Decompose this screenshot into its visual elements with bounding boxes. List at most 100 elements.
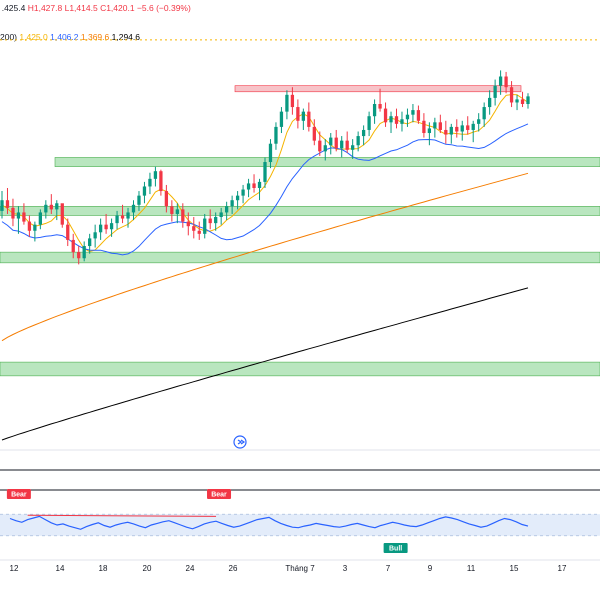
candle-body <box>449 126 453 135</box>
candle-body <box>214 217 218 224</box>
candle-body <box>334 137 338 149</box>
candle-body <box>148 178 152 187</box>
candle-body <box>60 203 64 225</box>
candle-body <box>164 191 169 207</box>
signal-badge-bg <box>6 489 31 499</box>
candle-body <box>372 104 377 117</box>
candle-body <box>22 212 26 222</box>
candle-body <box>192 226 196 231</box>
candle-body <box>257 181 262 188</box>
candle-body <box>175 209 179 214</box>
candle-body <box>153 171 158 179</box>
candle-body <box>301 111 305 121</box>
moving-average-3 <box>1 287 529 441</box>
ma-value-blue: 1,406.2 <box>50 32 79 42</box>
candle-body <box>44 204 48 213</box>
candle-body <box>526 96 530 104</box>
candle-body <box>98 224 103 233</box>
candle-body <box>279 111 284 127</box>
candle-body <box>466 125 470 130</box>
candle-body <box>66 224 70 240</box>
candle-body <box>131 204 136 213</box>
candle-body <box>345 140 349 150</box>
candle-body <box>307 111 311 127</box>
candle-body <box>444 129 448 135</box>
candle-body <box>33 224 37 231</box>
ma-values-line: 200) 1,425.0 1,406.2 1,369.6 1,294.6 <box>0 32 140 42</box>
candle-body <box>241 189 245 196</box>
candle-body <box>438 122 442 130</box>
bear-divergence-line <box>27 514 217 517</box>
signal-badge-2: Bull <box>383 543 408 553</box>
candle-body <box>329 137 333 146</box>
candle-body <box>383 108 388 123</box>
candle-body <box>367 116 371 130</box>
candle-body <box>285 94 289 112</box>
candle-body <box>477 119 481 124</box>
candle-body <box>197 230 201 234</box>
time-axis-tick: 11 <box>467 564 476 573</box>
zones-layer <box>0 85 600 377</box>
moving-average-1 <box>1 123 529 256</box>
header-ohlc-open: .425.4 <box>0 3 26 13</box>
candle-body <box>427 128 432 134</box>
header-ohlc-low: L1,414.5 <box>65 3 98 13</box>
candle-body <box>11 207 15 219</box>
candle-body <box>351 145 355 150</box>
candle-body <box>340 140 344 149</box>
signal-badge-0: Bear <box>6 489 31 499</box>
candle-body <box>93 232 97 239</box>
candle-body <box>170 206 174 214</box>
time-axis-tick: 26 <box>229 564 238 573</box>
candle-body <box>290 94 295 108</box>
time-axis-tick: 3 <box>343 564 348 573</box>
time-axis-tick: 15 <box>510 564 519 573</box>
candle-body <box>405 114 410 120</box>
time-axis-tick: 20 <box>143 564 152 573</box>
resistance-zone <box>234 85 522 93</box>
candle-body <box>82 246 86 259</box>
candle-body <box>208 218 212 224</box>
signal-badge-bg <box>383 543 408 553</box>
time-axis-tick: 18 <box>99 564 108 573</box>
candle-body <box>27 221 32 231</box>
candle-body <box>356 136 360 146</box>
ma-label: 200) <box>0 32 17 42</box>
moving-average-2 <box>1 172 529 342</box>
support-zone-2 <box>0 251 600 264</box>
oscillator-band <box>0 514 600 536</box>
support-zone-1 <box>0 206 600 216</box>
candle-body <box>0 200 4 211</box>
replay-icon[interactable] <box>233 435 247 449</box>
signal-badge-1: Bear <box>207 489 232 499</box>
time-axis-tick: 14 <box>56 564 65 573</box>
candle-body <box>219 212 223 218</box>
candle-body <box>471 123 475 130</box>
candle-body <box>488 97 492 108</box>
candle-body <box>120 215 125 219</box>
candle-body <box>159 171 163 192</box>
candle-body <box>493 85 497 98</box>
candle-body <box>318 140 322 152</box>
symbol-info-line: .425.4 H1,427.8 L1,414.5 C1,420.1 −5.6 (… <box>0 3 191 13</box>
candle-body <box>312 126 316 141</box>
signal-badge-label: Bear <box>11 492 27 499</box>
legend-header: .425.4 H1,427.8 L1,414.5 C1,420.1 −5.6 (… <box>0 3 191 42</box>
time-axis-tick: 12 <box>10 564 19 573</box>
candle-body <box>433 122 437 129</box>
candle-body <box>482 107 486 120</box>
candle-body <box>115 215 119 224</box>
candle-body <box>88 238 92 247</box>
candle-body <box>126 212 130 219</box>
candle-body <box>509 87 514 103</box>
support-zone-0 <box>54 157 600 167</box>
candle-body <box>16 212 21 219</box>
candle-body <box>55 203 59 210</box>
candle-body <box>203 218 207 234</box>
candle-body <box>416 110 421 121</box>
time-axis[interactable]: 12 14 18 20 24 26 Tháng 7 3 7 9 11 15 17 <box>10 564 567 573</box>
time-axis-tick: 9 <box>428 564 433 573</box>
header-ohlc-high: H1,427.8 <box>28 3 63 13</box>
